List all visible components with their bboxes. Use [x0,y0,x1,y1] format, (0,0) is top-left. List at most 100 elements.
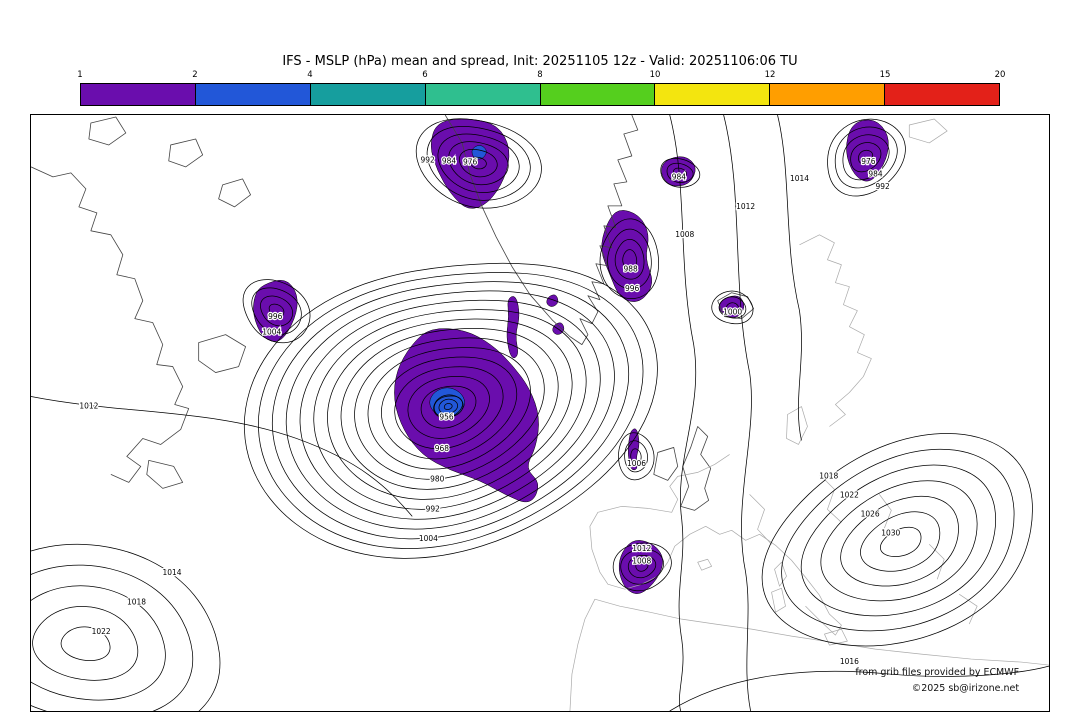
isobar-label: 980 [430,474,445,483]
isobar-ring [666,162,694,183]
contour-layer [31,115,1049,711]
isobar-ring [426,125,531,201]
isobar-ring [31,543,221,711]
isobar-ring [627,554,657,579]
colorbar-tick-label: 15 [879,70,891,80]
isobar-label: 1008 [632,556,651,565]
colorbar-ticks: 1 2 4 6 8 10 12 15 20 [77,70,1005,83]
isobar-label: 1014 [163,568,182,577]
isobar-ring [840,495,959,587]
isobar-ring [761,433,1033,647]
colorbar-bar [80,83,1000,106]
isobar-label: 1012 [632,544,651,553]
isobar-ring [32,606,139,681]
isobar-ring [630,448,642,465]
isobar-ring [420,385,477,429]
isobar-label: 976 [861,157,876,166]
isobar-ring [271,281,630,540]
isobar-ring [718,296,747,319]
isobar-ring [635,561,649,572]
coastline-great-britain [680,426,712,511]
isobar-ring [842,134,890,181]
isobar-line [777,115,802,441]
isobar-ring [469,156,487,170]
isobar-label: 992 [426,504,440,513]
colorbar-tick-label: 4 [307,70,313,80]
credit-copyright: ©2025 sb@irizone.net [912,683,1020,694]
isobar-ring [433,395,463,419]
coastline-nova-scotia [146,460,184,489]
colorbar: 1 2 4 6 8 10 12 15 20 [77,70,1005,106]
colorbar-tick-label: 8 [537,70,543,80]
isobar-ring [437,133,520,193]
isobar-label: 1012 [79,402,98,411]
colorbar-segment [425,84,541,105]
spread-region-1-2 [506,296,520,359]
isobar-ring [407,376,490,439]
isobar-label: 992 [421,156,435,165]
colorbar-segment [310,84,426,105]
spread-region-1-2 [601,210,653,302]
colorbar-segment [770,84,886,105]
isobar-ring [622,249,638,270]
isobar-ring [624,440,648,473]
map-svg: 956 968 980 992 1004 976 984 992 988 996 976 984 992… [31,115,1049,711]
colorbar-segment [540,84,656,105]
isobar-line [669,665,1049,711]
isobar-ring [394,366,504,450]
colorbar-tick-label: 6 [422,70,428,80]
isobar-label-layer: 956 968 980 992 1004 976 984 992 988 996 976 984 992… [78,154,902,667]
coastline-africa [569,598,1049,711]
isobar-label: 996 [268,312,283,321]
isobar-ring [672,167,687,179]
isobar-ring [612,542,672,592]
isobar-ring [858,149,874,165]
isobar-label: 956 [439,413,454,422]
isobar-label: 1006 [627,459,646,468]
isobar-ring [614,238,645,280]
colorbar-tick-label: 1 [77,70,83,80]
isobar-label: 1018 [127,598,146,607]
colorbar-segment [655,84,771,105]
isobar-label: 996 [625,284,640,293]
colorbar-tick-label: 12 [764,70,776,80]
isobar-ring [299,299,601,520]
credit-source: from grib files provided by ECMWF [855,667,1019,678]
isobar-ring [354,337,545,480]
colorbar-segment [885,84,999,105]
map-frame: 956 968 980 992 1004 976 984 992 988 996 976 984 992… [30,114,1050,712]
isobar-ring [31,585,166,701]
isobar-ring [443,403,453,410]
isobar-ring [879,526,922,557]
isobar-ring [268,303,285,318]
isobar-ring [726,302,740,313]
isobar-ring [242,279,311,344]
isobar-line [669,115,697,711]
isobar-ring [448,141,509,186]
colorbar-tick-label: 2 [192,70,198,80]
isobar-ring [850,142,882,173]
isobar-label: 1008 [675,230,694,239]
borders-europe [749,474,978,625]
isobar-ring [438,398,459,415]
isobar-label: 1016 [840,657,859,666]
isobar-ring [459,148,498,178]
isobar-ring [260,295,294,327]
isobar-ring [620,548,664,585]
isobar-label: 1022 [840,490,859,499]
isobar-ring [60,626,111,662]
isobar-label: 1014 [790,174,809,183]
isobar-ring [327,318,573,500]
isobar-ring [381,356,518,460]
coastline-ireland [653,447,679,481]
isobar-ring [820,480,978,602]
isobar-label: 1030 [881,528,900,537]
isobar-ring [31,564,194,711]
isobar-label: 968 [435,444,450,453]
isobar-ring [827,118,906,197]
isobar-label: 1004 [262,328,281,337]
isobar-label: 1012 [736,202,755,211]
isobar-label: 984 [868,170,883,179]
isobar-label: 1026 [861,509,880,518]
